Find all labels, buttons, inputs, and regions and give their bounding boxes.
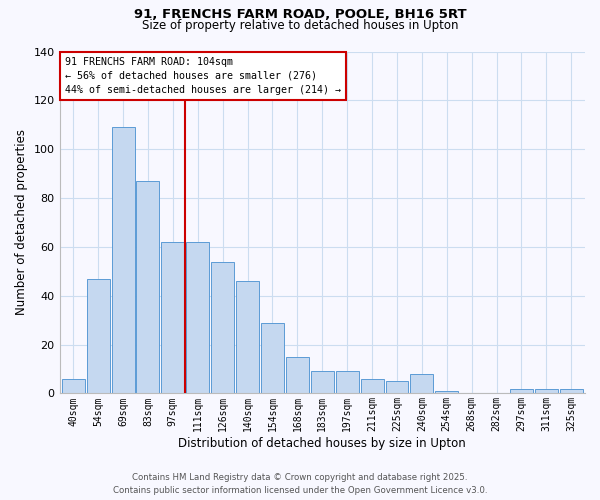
- Y-axis label: Number of detached properties: Number of detached properties: [15, 130, 28, 316]
- Bar: [535, 388, 558, 394]
- X-axis label: Distribution of detached houses by size in Upton: Distribution of detached houses by size …: [178, 437, 466, 450]
- Bar: [410, 374, 433, 394]
- Bar: [510, 388, 533, 394]
- Bar: [311, 372, 334, 394]
- Bar: [386, 381, 409, 394]
- Bar: [161, 242, 184, 394]
- Text: 91 FRENCHS FARM ROAD: 104sqm
← 56% of detached houses are smaller (276)
44% of s: 91 FRENCHS FARM ROAD: 104sqm ← 56% of de…: [65, 56, 341, 94]
- Bar: [136, 181, 160, 394]
- Bar: [261, 322, 284, 394]
- Bar: [436, 391, 458, 394]
- Bar: [112, 127, 134, 394]
- Bar: [211, 262, 234, 394]
- Text: Size of property relative to detached houses in Upton: Size of property relative to detached ho…: [142, 19, 458, 32]
- Bar: [286, 357, 309, 394]
- Text: Contains HM Land Registry data © Crown copyright and database right 2025.
Contai: Contains HM Land Registry data © Crown c…: [113, 474, 487, 495]
- Text: 91, FRENCHS FARM ROAD, POOLE, BH16 5RT: 91, FRENCHS FARM ROAD, POOLE, BH16 5RT: [134, 8, 466, 20]
- Bar: [361, 379, 383, 394]
- Bar: [62, 379, 85, 394]
- Bar: [336, 372, 359, 394]
- Bar: [236, 281, 259, 394]
- Bar: [560, 388, 583, 394]
- Bar: [186, 242, 209, 394]
- Bar: [86, 278, 110, 394]
